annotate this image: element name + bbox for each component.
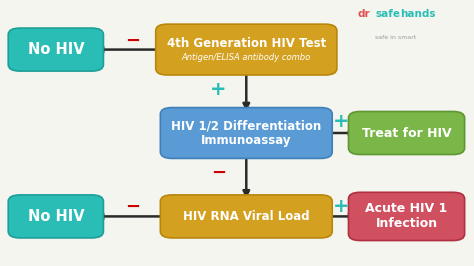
FancyBboxPatch shape bbox=[160, 195, 332, 238]
FancyBboxPatch shape bbox=[155, 24, 337, 75]
Text: −: − bbox=[125, 31, 140, 49]
FancyBboxPatch shape bbox=[348, 111, 465, 155]
Text: safe: safe bbox=[375, 9, 401, 19]
Text: dr: dr bbox=[358, 9, 370, 19]
Text: hands: hands bbox=[401, 9, 436, 19]
Text: −: − bbox=[125, 198, 140, 216]
Text: +: + bbox=[333, 197, 350, 216]
FancyBboxPatch shape bbox=[8, 195, 103, 238]
FancyBboxPatch shape bbox=[348, 192, 465, 240]
Text: +: + bbox=[333, 112, 350, 131]
Text: HIV 1/2 Differentiation
Immunoassay: HIV 1/2 Differentiation Immunoassay bbox=[171, 119, 321, 147]
Text: Treat for HIV: Treat for HIV bbox=[362, 127, 451, 139]
Text: Acute HIV 1
Infection: Acute HIV 1 Infection bbox=[365, 202, 447, 230]
Text: safe in smart: safe in smart bbox=[375, 35, 417, 40]
Text: +: + bbox=[210, 81, 227, 99]
Text: −: − bbox=[211, 164, 226, 182]
Text: No HIV: No HIV bbox=[27, 42, 84, 57]
FancyBboxPatch shape bbox=[8, 28, 103, 71]
Text: No HIV: No HIV bbox=[27, 209, 84, 224]
FancyBboxPatch shape bbox=[160, 107, 332, 159]
Text: Antigen/ELISA antibody combo: Antigen/ELISA antibody combo bbox=[182, 53, 311, 62]
Text: HIV RNA Viral Load: HIV RNA Viral Load bbox=[183, 210, 310, 223]
Text: 4th Generation HIV Test: 4th Generation HIV Test bbox=[167, 37, 326, 50]
